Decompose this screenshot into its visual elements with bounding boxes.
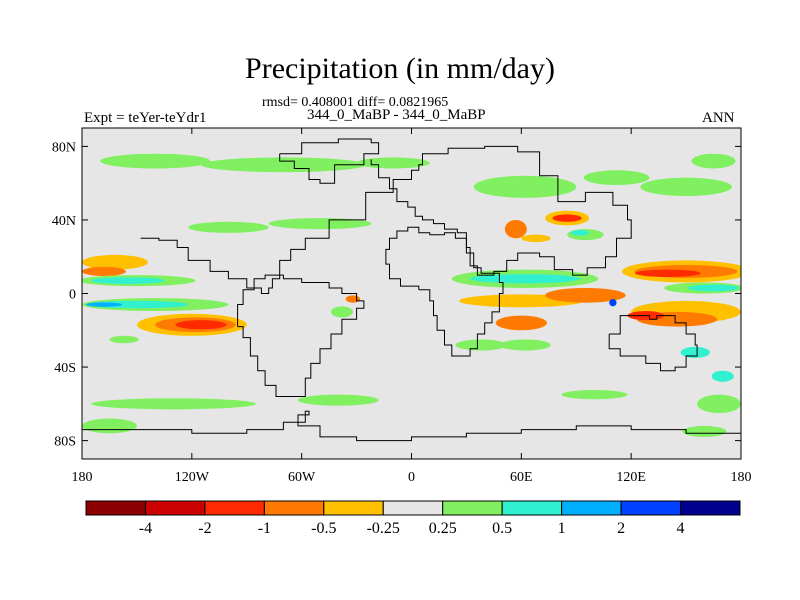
colorbar-box-10 <box>680 500 741 516</box>
colorbar-label-3: -0.5 <box>311 520 336 537</box>
anomaly-blob-12 <box>268 218 372 230</box>
x-tick-label-0: 180 <box>72 470 93 485</box>
x-tick-label-5: 120E <box>616 470 646 485</box>
anomaly-blob-18 <box>640 177 732 197</box>
colorbar-label-4: -0.25 <box>367 520 400 537</box>
anomaly-blob-43 <box>711 370 734 382</box>
anomaly-blob-32 <box>499 339 551 351</box>
anomaly-blob-0 <box>82 254 148 270</box>
anomaly-blob-27 <box>470 274 580 284</box>
anomaly-blob-30 <box>495 315 547 331</box>
x-tick-label-2: 60W <box>288 470 316 485</box>
anomaly-blob-21 <box>552 214 582 222</box>
anomaly-blob-19 <box>691 153 736 169</box>
anomaly-blob-16 <box>473 175 577 198</box>
anomaly-blob-9 <box>175 320 227 330</box>
x-tick-label-3: 0 <box>408 470 415 485</box>
coastline-antarctica <box>82 410 741 442</box>
anomaly-blob-11 <box>188 221 269 233</box>
colorbar-label-9: 4 <box>677 520 685 537</box>
chart-subtitle: 344_0_MaBP - 344_0_MaBP <box>307 107 486 123</box>
anomaly-blob-23 <box>570 230 590 236</box>
x-tick-label-4: 60E <box>510 470 533 485</box>
anomaly-blob-1 <box>82 266 126 277</box>
colorbar-box-2 <box>204 500 265 516</box>
y-tick-label-0: 80N <box>52 140 76 155</box>
anomaly-blob-6 <box>85 302 123 307</box>
x-tick-label-6: 180 <box>731 470 752 485</box>
anomaly-blob-37 <box>687 284 740 292</box>
colorbar-box-1 <box>144 500 206 516</box>
colorbar-box-9 <box>620 500 682 516</box>
anomaly-blob-24 <box>504 219 527 239</box>
coastline-australia <box>608 315 698 372</box>
coastline-layer <box>82 138 741 442</box>
anomaly-layer <box>82 153 741 437</box>
x-tick-label-1: 120W <box>175 470 210 485</box>
anomaly-blob-46 <box>82 418 137 434</box>
colorbar-label-7: 1 <box>558 520 566 537</box>
anomaly-blob-29 <box>545 287 626 303</box>
anomaly-blob-50 <box>330 306 353 318</box>
experiment-label: Expt = teYer-teYdr1 <box>84 110 207 126</box>
coastline-greenland <box>279 138 380 184</box>
colorbar-box-5 <box>382 500 444 516</box>
coastline-south-america <box>237 274 365 397</box>
anomaly-blob-25 <box>521 234 551 243</box>
anomaly-blob-14 <box>200 157 366 173</box>
anomaly-blob-13 <box>100 153 211 169</box>
y-tick-label-4: 80S <box>54 435 76 450</box>
colorbar-box-3 <box>263 500 325 516</box>
colorbar-label-2: -1 <box>258 520 271 537</box>
anomaly-blob-41 <box>609 299 617 307</box>
anomaly-blob-17 <box>583 170 650 186</box>
anomaly-blob-47 <box>298 394 379 406</box>
colorbar-box-4 <box>323 500 384 516</box>
anomaly-blob-51 <box>345 295 361 303</box>
anomaly-blob-48 <box>561 390 628 400</box>
colorbar-box-7 <box>501 500 563 516</box>
stats-line: rmsd= 0.408001 diff= 0.0821965 <box>262 95 449 110</box>
anomaly-blob-31 <box>455 339 507 351</box>
y-tick-label-3: 40S <box>54 361 76 376</box>
anomaly-blob-35 <box>634 269 701 277</box>
anomaly-blob-49 <box>682 425 727 437</box>
colorbar-box-6 <box>442 500 503 516</box>
colorbar: -4 -2 -1 -0.5 -0.25 0.25 0.5 1 2 4 <box>85 500 741 537</box>
chart-title: Precipitation (in mm/day) <box>245 52 555 85</box>
anomaly-blob-42 <box>680 346 710 358</box>
colorbar-label-1: -2 <box>198 520 211 537</box>
coastline-north-america <box>140 145 632 294</box>
colorbar-label-0: -4 <box>139 520 152 537</box>
anomaly-blob-15 <box>356 157 430 169</box>
anomaly-blob-10 <box>109 335 139 344</box>
colorbar-box-8 <box>561 500 622 516</box>
anomaly-blob-3 <box>91 277 165 284</box>
season-label: ANN <box>702 110 735 126</box>
colorbar-label-5: 0.25 <box>429 520 457 537</box>
anomaly-blob-44 <box>697 394 741 414</box>
anomaly-blob-45 <box>91 398 256 410</box>
y-tick-label-2: 0 <box>69 288 76 303</box>
colorbar-box-0 <box>85 500 146 516</box>
colorbar-label-8: 2 <box>617 520 625 537</box>
colorbar-label-6: 0.5 <box>492 520 512 537</box>
coastline-africa <box>385 226 504 357</box>
y-tick-label-1: 40N <box>52 214 76 229</box>
axis-ticks: 180 120W 60W 0 60E 120E 180 80N 40N 0 40S 80S <box>52 128 752 485</box>
